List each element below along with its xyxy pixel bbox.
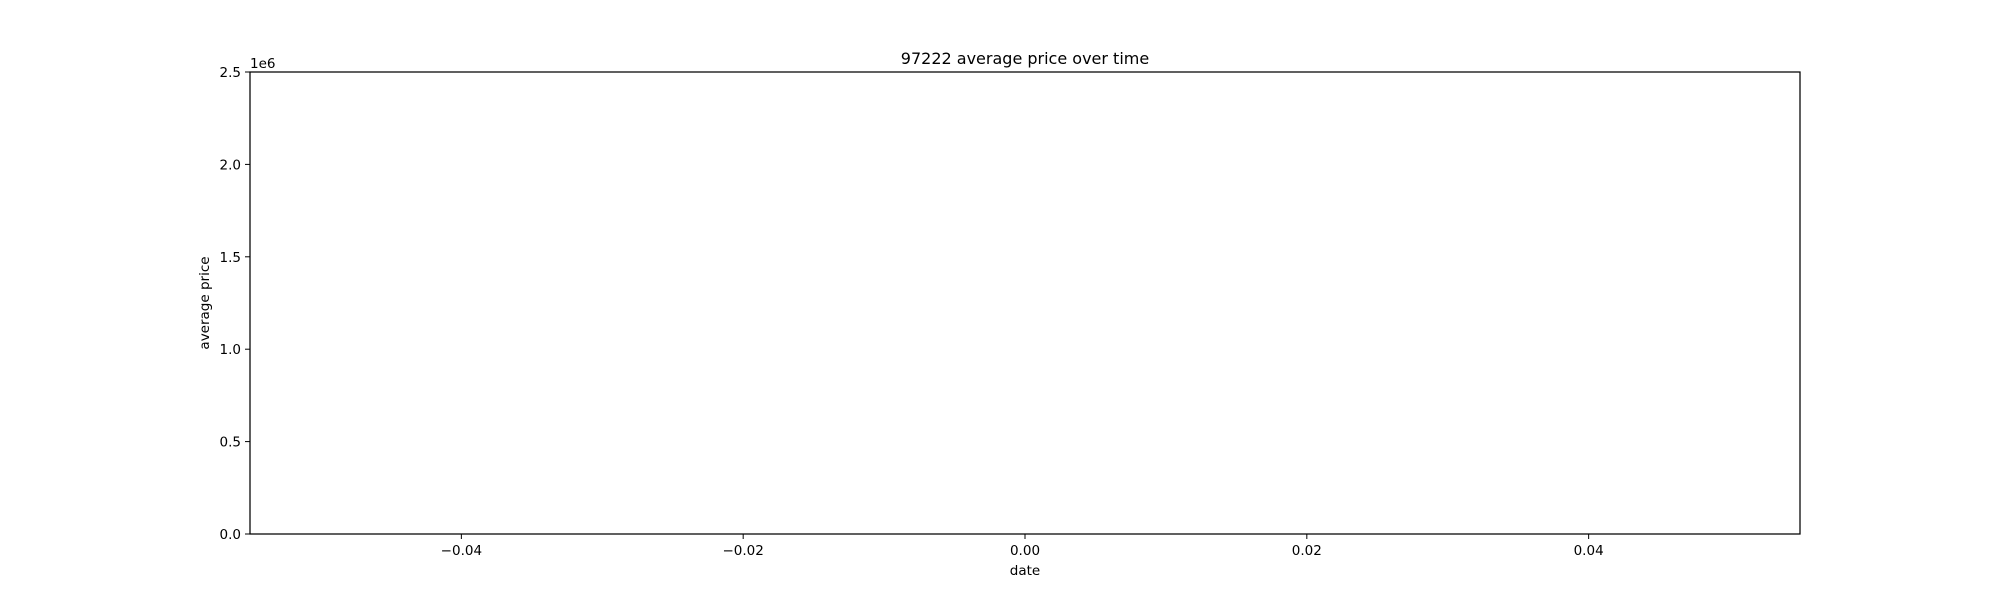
y-tick-label: 0.0 [220,527,241,543]
x-tick-label: 0.04 [1574,543,1604,559]
plot-frame [249,71,1801,535]
y-tick-label: 2.5 [220,65,241,81]
x-tick-label: 0.00 [1010,543,1040,559]
y-tick-label: 1.5 [220,250,241,266]
y-axis-ticks: 0.0 0.5 1.0 1.5 2.0 2.5 [220,65,250,543]
x-tick-label: −0.04 [441,543,482,559]
x-axis-label: date [1010,563,1040,579]
x-axis-ticks: −0.04 −0.02 0.00 0.02 0.04 [441,534,1604,559]
x-tick-label: 0.02 [1292,543,1322,559]
x-tick-label: −0.02 [722,543,763,559]
y-axis-label: average price [197,256,213,349]
plot-background [250,72,1800,534]
y-axis-offset-label: 1e6 [250,56,275,72]
y-tick-label: 2.0 [220,157,241,173]
y-tick-label: 1.0 [220,342,241,358]
chart-title: 97222 average price over time [901,49,1149,68]
y-tick-label: 0.5 [220,435,241,451]
